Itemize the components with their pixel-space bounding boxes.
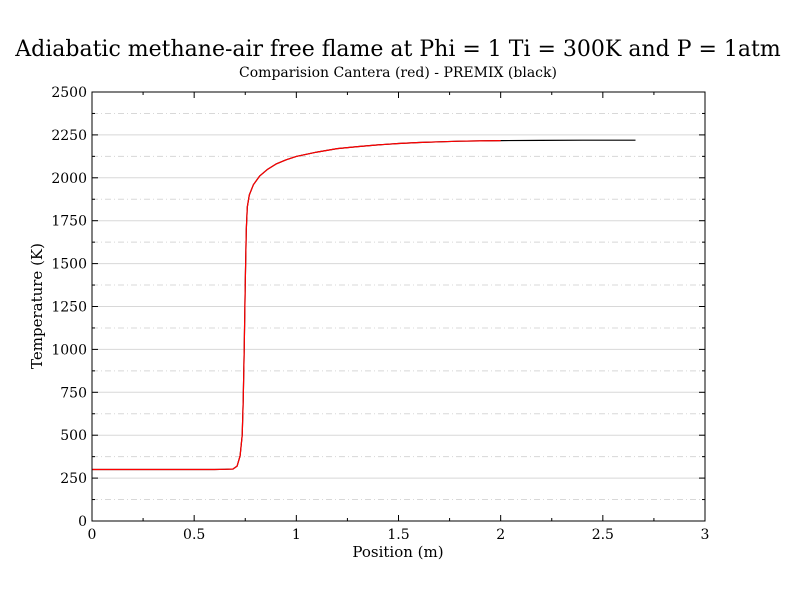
x-tick-label: 2: [496, 527, 505, 543]
chart-title: Adiabatic methane-air free flame at Phi …: [14, 37, 781, 62]
x-tick-label: 2.5: [592, 527, 614, 543]
y-axis-label: Temperature (K): [28, 243, 46, 369]
y-tick-label: 2250: [51, 128, 87, 144]
y-tick-label: 1250: [51, 300, 87, 316]
series-line-premix: [92, 139, 636, 471]
y-tick-label: 0: [78, 514, 87, 530]
x-axis-label: Position (m): [352, 543, 443, 561]
x-tick-label: 1.5: [387, 527, 409, 543]
ticks: 0 0.5 1 1.5 2 2.5 3 0 250 500 750 1000 1250 1500 1750 2…: [51, 85, 709, 543]
y-tick-label: 1000: [51, 342, 87, 358]
x-tick-label: 3: [701, 527, 710, 543]
x-tick-label: 0.5: [183, 527, 205, 543]
y-tick-label: 750: [60, 385, 87, 401]
y-tick-label: 1750: [51, 214, 87, 230]
chart-subtitle: Comparision Cantera (red) - PREMIX (blac…: [239, 65, 557, 81]
series-line-cantera: [92, 140, 501, 471]
y-tick-label: 1500: [51, 257, 87, 273]
y-tick-label: 2500: [51, 85, 87, 101]
y-tick-label: 250: [60, 471, 87, 487]
y-tick-label: 500: [60, 428, 87, 444]
grid: [92, 112, 705, 501]
y-tick-label: 2000: [51, 171, 87, 187]
x-tick-label: 0: [88, 527, 97, 543]
series-layer: [92, 139, 636, 471]
x-tick-label: 1: [292, 527, 301, 543]
